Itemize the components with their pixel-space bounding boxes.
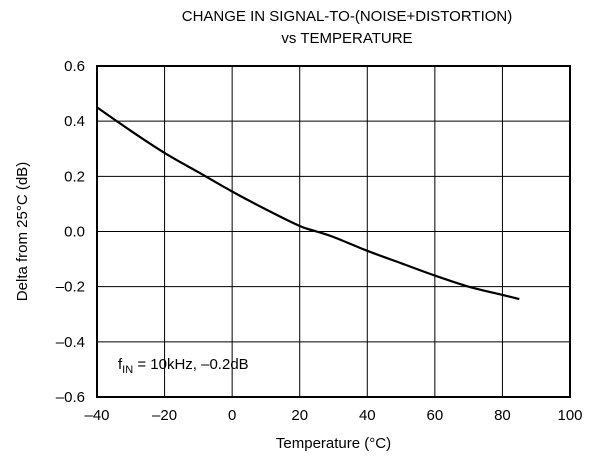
series-line (96, 106, 520, 301)
x-tick-label: 60 (427, 407, 444, 424)
annotation-sub: IN (122, 364, 133, 376)
annotation-f: f (118, 356, 123, 373)
x-tick-label: 20 (291, 407, 308, 424)
x-tick-label: –40 (84, 407, 109, 424)
chart-title-line1: CHANGE IN SIGNAL-TO-(NOISE+DISTORTION) (181, 8, 513, 25)
y-tick-label: 0.6 (64, 58, 85, 75)
y-tick-labels: 0.6 0.4 0.2 0.0 –0.2 –0.4 –0.6 (56, 58, 85, 406)
x-tick-label: –20 (152, 407, 177, 424)
y-tick-label: –0.2 (56, 279, 85, 296)
annotation-rest: = 10kHz, –0.2dB (133, 356, 249, 373)
chart-title-line2: vs TEMPERATURE (281, 30, 413, 47)
x-tick-label: 40 (359, 407, 376, 424)
y-tick-label: 0.0 (64, 224, 85, 241)
y-tick-label: 0.2 (64, 168, 85, 185)
y-axis-label: Delta from 25°C (dB) (14, 162, 31, 301)
y-tick-label: 0.4 (64, 113, 85, 130)
plot-frame (96, 65, 571, 398)
annotation: fIN = 10kHz, –0.2dB (118, 356, 249, 376)
x-tick-label: 0 (228, 407, 236, 424)
x-axis-label: Temperature (°C) (276, 435, 391, 452)
y-tick-label: –0.6 (56, 389, 85, 406)
y-tick-label: –0.4 (56, 334, 85, 351)
x-tick-label: 80 (494, 407, 511, 424)
x-tick-labels: –40 –20 0 20 40 60 80 100 (84, 407, 582, 424)
grid (97, 66, 570, 397)
x-tick-label: 100 (557, 407, 582, 424)
